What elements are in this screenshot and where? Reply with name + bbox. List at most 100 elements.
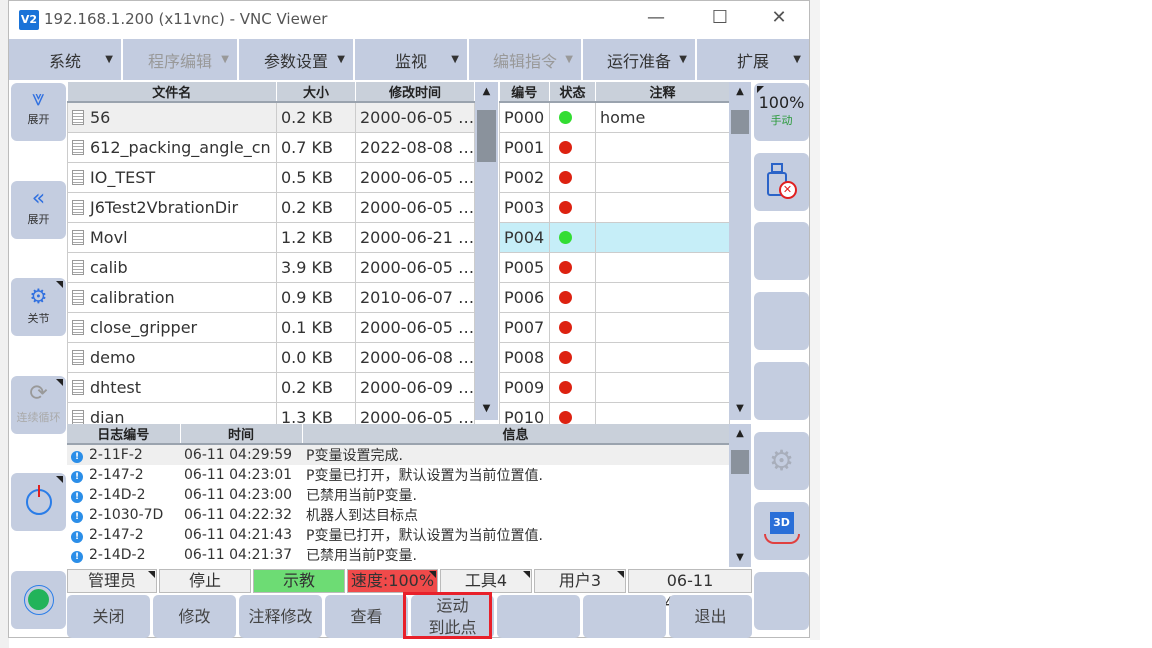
scroll-thumb[interactable] — [477, 110, 496, 162]
maximize-button[interactable]: ☐ — [711, 7, 729, 28]
pvar-row[interactable]: P006 — [499, 281, 730, 313]
pvar-row[interactable]: P007 — [499, 311, 730, 343]
3d-cube-icon: 3D — [769, 512, 794, 534]
scroll-thumb[interactable] — [731, 110, 749, 134]
file-row[interactable]: calib 3.9 KB 2000-06-05 … — [67, 251, 476, 283]
minimize-button[interactable]: — — [647, 7, 665, 28]
right-empty-button-1[interactable] — [754, 222, 809, 280]
user-role-selector[interactable]: 管理员 — [67, 569, 157, 593]
pvar-scrollbar[interactable]: ▲ ▼ — [729, 82, 751, 420]
file-row[interactable]: 612_packing_angle_cn 0.7 KB 2022-08-08 … — [67, 131, 476, 163]
scroll-down-icon[interactable]: ▼ — [736, 552, 744, 563]
pvar-row[interactable]: P005 — [499, 251, 730, 283]
menu-run-prepare[interactable]: 运行准备 ▼ — [583, 39, 695, 80]
corner-marker-icon — [148, 571, 155, 578]
bottom-empty-button-2[interactable] — [583, 595, 666, 638]
scroll-thumb[interactable] — [731, 450, 749, 474]
file-row[interactable]: close_gripper 0.1 KB 2000-06-05 … — [67, 311, 476, 343]
menu-monitor[interactable]: 监视 ▼ — [355, 39, 467, 80]
pvar-note — [595, 251, 730, 283]
view-button[interactable]: 查看 — [325, 595, 408, 638]
continuous-cycle-button[interactable]: ⟳ 连续循环 — [11, 376, 66, 434]
pvar-row[interactable]: P000 home — [499, 101, 730, 133]
scroll-up-icon[interactable]: ▲ — [736, 428, 744, 439]
pvar-row[interactable]: P004 — [499, 221, 730, 253]
pvar-row[interactable]: P009 — [499, 371, 730, 403]
close-button[interactable]: 关闭 — [67, 595, 150, 638]
power-button[interactable] — [11, 473, 66, 531]
pvar-row[interactable]: P001 — [499, 131, 730, 163]
joint-mode-button[interactable]: ⚙ 关节 — [11, 278, 66, 336]
file-modified: 2010-06-07 … — [354, 281, 476, 313]
column-header-time[interactable]: 时间 — [180, 424, 303, 445]
right-empty-button-3[interactable] — [754, 362, 809, 420]
user-frame-selector[interactable]: 用户3 — [534, 569, 626, 593]
menu-program-edit[interactable]: 程序编辑 ▼ — [123, 39, 237, 80]
file-icon — [72, 109, 84, 125]
column-header-message[interactable]: 信息 — [302, 424, 730, 445]
column-header-filename[interactable]: 文件名 — [67, 82, 277, 103]
info-icon: ! — [71, 491, 83, 503]
right-empty-button-4[interactable] — [754, 572, 809, 630]
column-header-status[interactable]: 状态 — [549, 82, 596, 103]
log-row[interactable]: ! 2-14D-2 06-11 04:23:00 已禁用当前P变量. — [67, 485, 729, 505]
menu-parameter-settings[interactable]: 参数设置 ▼ — [239, 39, 353, 80]
file-scrollbar[interactable]: ▲ ▼ — [475, 82, 498, 420]
log-id-cell: ! 2-1030-7D — [67, 505, 180, 525]
file-row[interactable]: calibration 0.9 KB 2010-06-07 … — [67, 281, 476, 313]
file-row[interactable]: dhtest 0.2 KB 2000-06-09 … — [67, 371, 476, 403]
speed-selector[interactable]: 速度:100% — [347, 569, 438, 593]
drag-teach-button[interactable]: ⚙ — [754, 432, 809, 490]
log-row[interactable]: ! 2-1030-7D 06-11 04:22:32 机器人到达目标点 — [67, 505, 729, 525]
column-header-modified[interactable]: 修改时间 — [355, 82, 476, 103]
tool-selector[interactable]: 工具4 — [440, 569, 532, 593]
status-indicator-button[interactable] — [11, 571, 66, 629]
file-size: 0.2 KB — [276, 101, 356, 133]
file-name: 56 — [90, 107, 111, 127]
scroll-up-icon[interactable]: ▲ — [736, 86, 744, 97]
file-row[interactable]: J6Test2VbrationDir 0.2 KB 2000-06-05 … — [67, 191, 476, 223]
log-row[interactable]: ! 2-147-2 06-11 04:23:01 P变量已打开，默认设置为当前位置值. — [67, 465, 729, 485]
pvar-row[interactable]: P002 — [499, 161, 730, 193]
column-header-size[interactable]: 大小 — [276, 82, 356, 103]
exit-button[interactable]: 退出 — [669, 595, 752, 638]
file-row[interactable]: demo 0.0 KB 2000-06-08 … — [67, 341, 476, 373]
menu-extend[interactable]: 扩展 ▼ — [697, 39, 809, 80]
usb-disconnected-button[interactable]: ✕ — [754, 153, 809, 211]
file-row[interactable]: 56 0.2 KB 2000-06-05 … — [67, 101, 476, 133]
note-modify-button[interactable]: 注释修改 — [239, 595, 322, 638]
modify-button[interactable]: 修改 — [153, 595, 236, 638]
file-row[interactable]: Movl 1.2 KB 2000-06-21 … — [67, 221, 476, 253]
scroll-up-icon[interactable]: ▲ — [482, 86, 491, 97]
pvar-row[interactable]: P003 — [499, 191, 730, 223]
expand-left-button[interactable]: « 展开 — [11, 181, 66, 239]
pvar-row[interactable]: P008 — [499, 341, 730, 373]
title-bar: V2 192.168.1.200 (x11vnc) - VNC Viewer —… — [9, 1, 809, 38]
file-name: demo — [90, 347, 136, 367]
file-modified: 2000-06-09 … — [354, 371, 476, 403]
right-empty-button-2[interactable] — [754, 292, 809, 350]
close-window-button[interactable]: ✕ — [771, 7, 787, 28]
speed-mode-button[interactable]: 100% 手动 — [754, 83, 809, 141]
status-dot-icon — [559, 350, 572, 364]
bottom-empty-button-1[interactable] — [497, 595, 580, 638]
file-modified: 2000-06-08 … — [354, 341, 476, 373]
log-row[interactable]: ! 2-14D-2 06-11 04:21:37 已禁用当前P变量. — [67, 545, 729, 565]
3d-view-button[interactable]: 3D — [754, 502, 809, 560]
file-row[interactable]: IO_TEST 0.5 KB 2000-06-05 … — [67, 161, 476, 193]
user-frame-value: 用户3 — [558, 571, 602, 590]
log-row[interactable]: ! 2-11F-2 06-11 04:29:59 P变量设置完成. — [67, 444, 729, 465]
column-header-note[interactable]: 注释 — [595, 82, 730, 103]
log-row[interactable]: ! 2-147-2 06-11 04:21:43 P变量已打开，默认设置为当前位置值. — [67, 525, 729, 545]
menu-system[interactable]: 系统 ▼ — [9, 39, 121, 80]
log-scrollbar[interactable]: ▲ ▼ — [729, 424, 751, 567]
expand-down-button[interactable]: ⩔ 展开 — [11, 83, 66, 141]
column-header-log-id[interactable]: 日志编号 — [67, 424, 181, 445]
menu-edit-command[interactable]: 编辑指令 ▼ — [469, 39, 581, 80]
rotate-arrow-icon — [763, 534, 800, 544]
log-message: P变量已打开，默认设置为当前位置值. — [306, 468, 543, 484]
column-header-id[interactable]: 编号 — [499, 82, 550, 103]
scroll-down-icon[interactable]: ▼ — [482, 403, 491, 414]
scroll-down-icon[interactable]: ▼ — [736, 403, 744, 414]
move-to-point-button[interactable]: 运动 到此点 — [411, 595, 494, 638]
